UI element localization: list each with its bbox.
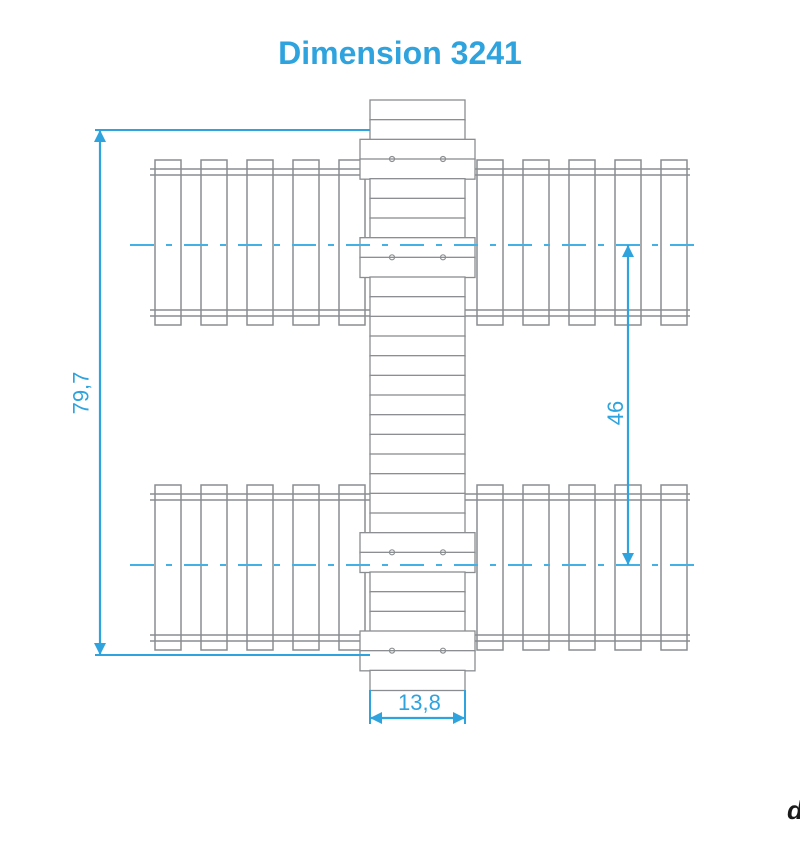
dim-overall-height: 79,7 — [68, 372, 94, 415]
dim-track-spacing: 46 — [603, 401, 629, 425]
diagram-svg — [0, 0, 800, 800]
diagram-area — [0, 0, 800, 800]
brand-logo-svg: decapod — [775, 775, 800, 845]
dim-crossing-width: 13,8 — [398, 690, 441, 716]
